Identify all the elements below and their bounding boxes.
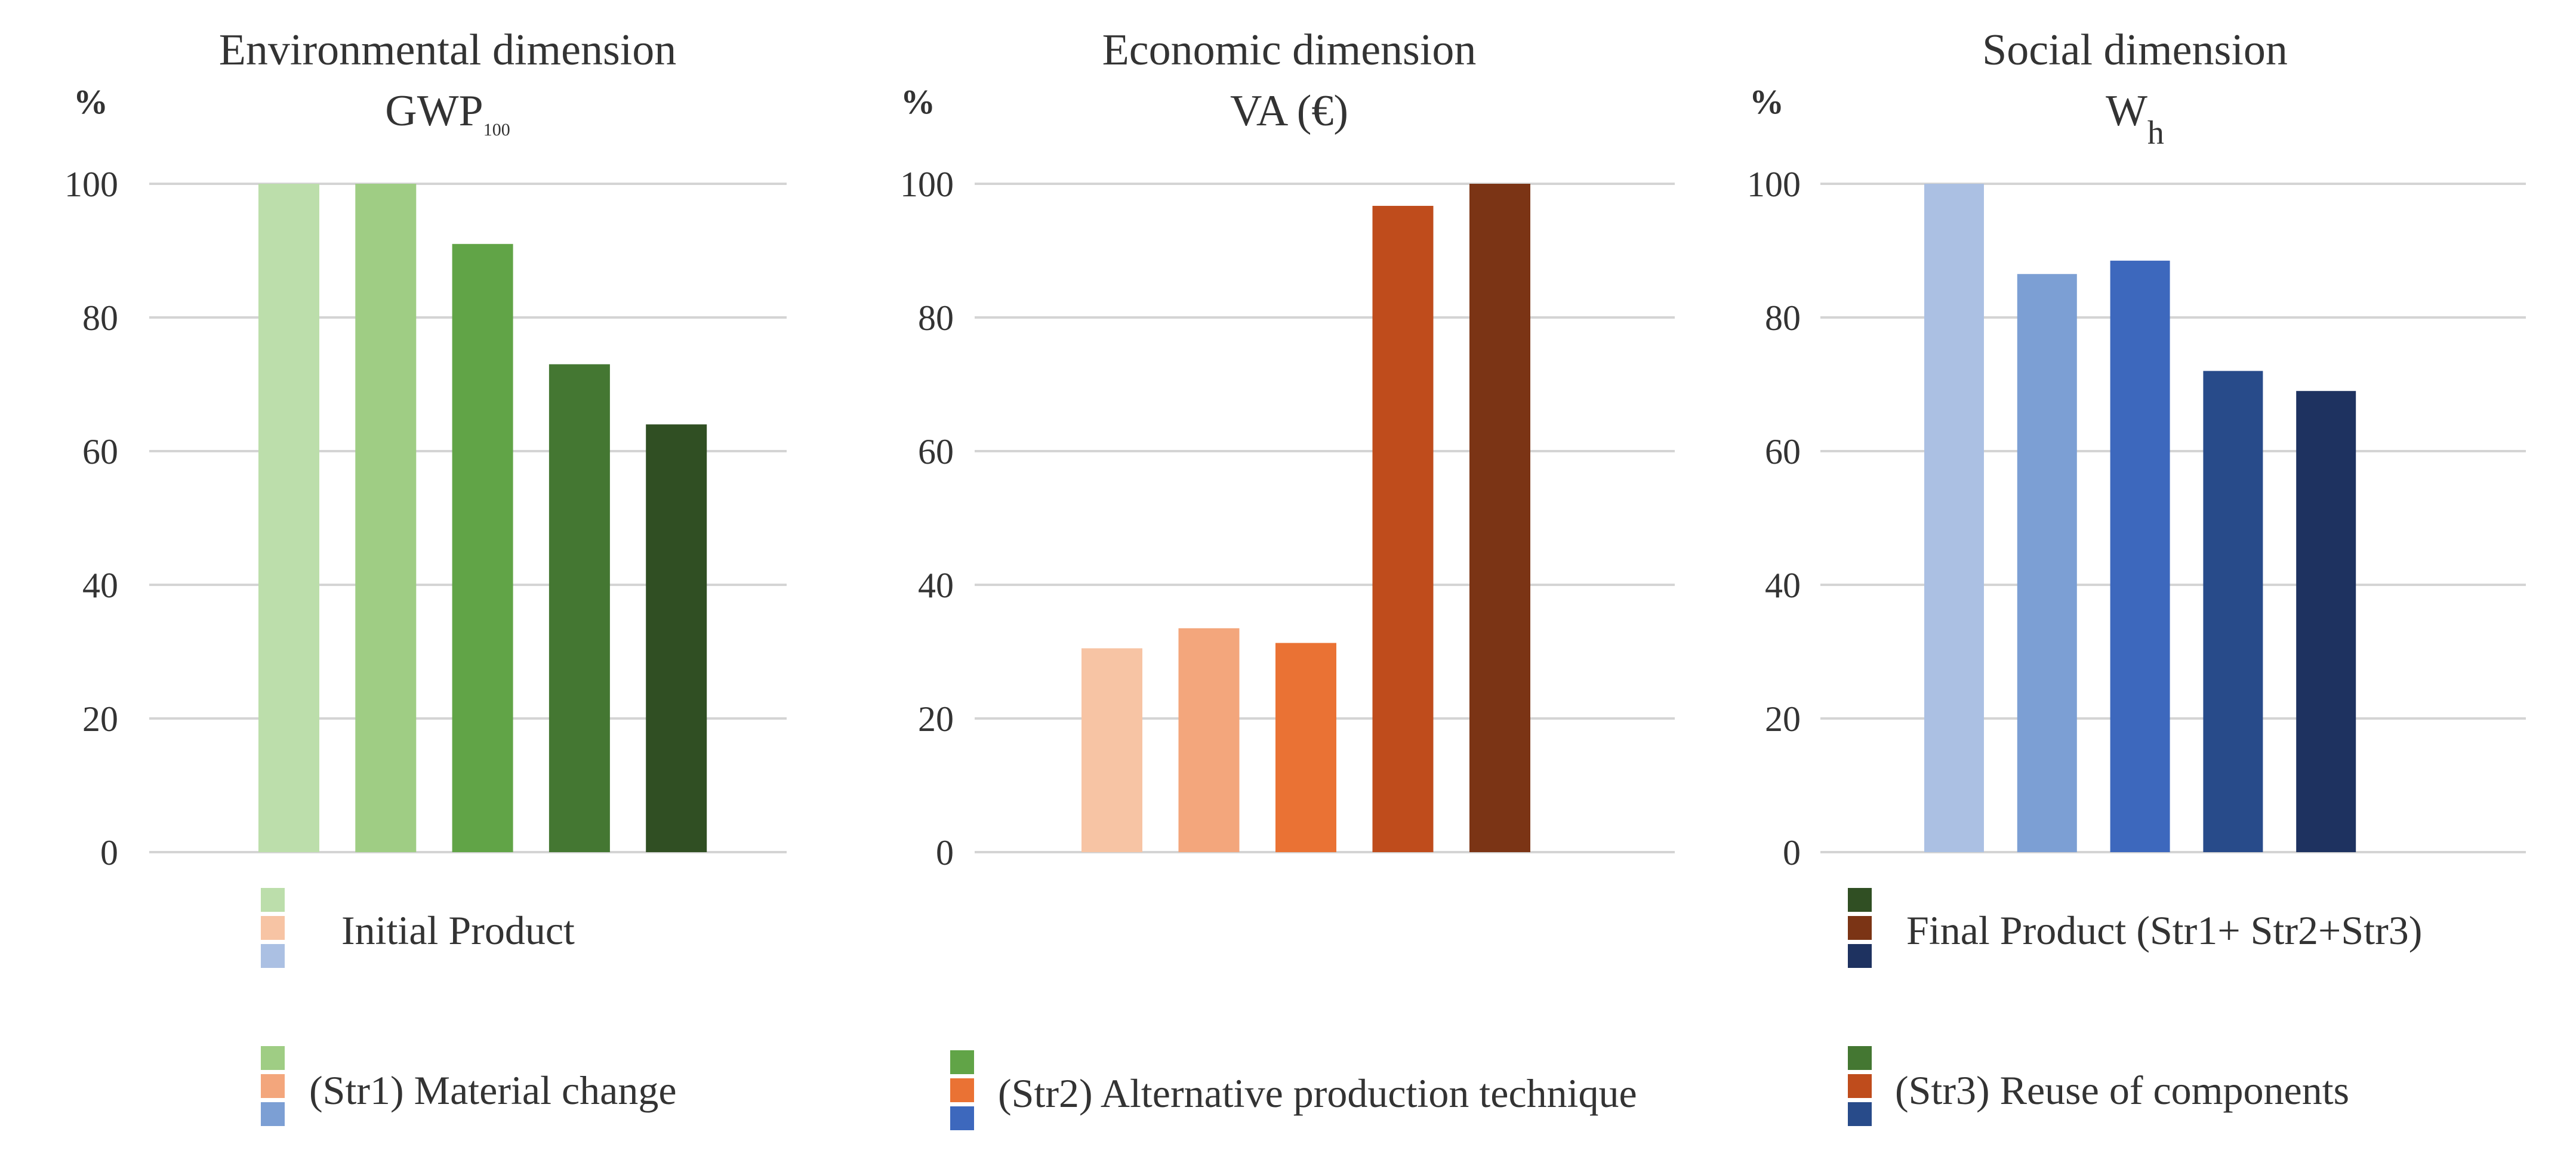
bar <box>2296 391 2356 852</box>
y-axis-unit-label: % <box>1749 82 1784 121</box>
y-tick-label: 0 <box>1783 833 1801 872</box>
y-tick-label: 20 <box>918 699 954 739</box>
chart-panel-2: Economic dimension VA (€)% 0 20 40 60 80 100 <box>900 26 1675 872</box>
chart-title: Social dimension <box>1982 26 2288 75</box>
bar <box>1178 628 1240 852</box>
legend-label: (Str3) Reuse of components <box>1895 1068 2349 1113</box>
y-tick-label: 40 <box>918 566 954 605</box>
chart-subtitle-subscript: 100 <box>483 120 510 140</box>
y-tick-label: 100 <box>64 165 118 204</box>
y-tick-label: 40 <box>82 566 118 605</box>
legend-swatch <box>1848 1046 1872 1070</box>
legend-item: Initial Product <box>261 888 575 968</box>
y-tick-label: 100 <box>1747 165 1801 204</box>
legend-item: (Str2) Alternative production technique <box>950 1050 1637 1130</box>
legend-swatch <box>1848 944 1872 968</box>
chart-subtitle-subscript: h <box>2147 115 2164 152</box>
y-tick-label: 80 <box>82 298 118 338</box>
chart-subtitle: Wh <box>2106 87 2164 152</box>
y-tick-label: 20 <box>82 699 118 739</box>
legend-swatch <box>1848 1102 1872 1126</box>
legend-swatch <box>261 916 285 940</box>
bar <box>1469 184 1530 852</box>
chart-title: Environmental dimension <box>219 26 677 75</box>
legend-item: (Str3) Reuse of components <box>1848 1046 2349 1126</box>
legend-swatch <box>261 1046 285 1070</box>
y-tick-label: 80 <box>1765 298 1801 338</box>
y-tick-label: 60 <box>1765 432 1801 471</box>
bar <box>258 184 319 852</box>
y-tick-label: 60 <box>82 432 118 471</box>
legend-item: (Str1) Material change <box>261 1046 677 1126</box>
legend-swatch <box>261 888 285 912</box>
bar <box>355 184 417 852</box>
bar <box>2110 260 2170 852</box>
y-tick-label: 0 <box>100 833 118 872</box>
y-tick-label: 100 <box>900 165 954 204</box>
legend-swatch <box>950 1078 974 1102</box>
chart-subtitle: GWP100 <box>385 87 510 140</box>
y-tick-label: 0 <box>936 833 954 872</box>
y-tick-label: 80 <box>918 298 954 338</box>
bar <box>1924 184 1984 852</box>
bar <box>1081 648 1142 852</box>
legend-swatch <box>1848 888 1872 912</box>
chart-panel-1: Environmental dimension GWP100% 0 20 40 60 80 1… <box>64 26 787 872</box>
bar <box>1275 643 1336 852</box>
y-tick-label: 60 <box>918 432 954 471</box>
legend-swatch <box>1848 916 1872 940</box>
legend-item: Final Product (Str1+ Str2+Str3) <box>1848 888 2422 968</box>
legend-label: Final Product (Str1+ Str2+Str3) <box>1906 908 2422 953</box>
bar <box>2203 371 2263 852</box>
legend-label: Initial Product <box>341 908 575 953</box>
y-axis-unit-label: % <box>901 82 935 121</box>
y-tick-label: 20 <box>1765 699 1801 739</box>
legend-swatch <box>261 1102 285 1126</box>
bar <box>2017 274 2077 852</box>
chart-subtitle: VA (€) <box>1230 87 1348 135</box>
legend-label: (Str1) Material change <box>309 1068 677 1113</box>
legend-label: (Str2) Alternative production technique <box>998 1071 1637 1116</box>
legend-swatch <box>1848 1074 1872 1098</box>
chart-title: Economic dimension <box>1102 26 1477 75</box>
y-axis-unit-label: % <box>73 82 108 121</box>
legend-swatch <box>950 1050 974 1074</box>
bar <box>1372 205 1434 853</box>
bar <box>646 424 707 852</box>
y-tick-label: 40 <box>1765 566 1801 605</box>
legend: Initial Product (Str1) Material change (St… <box>261 888 2422 1130</box>
legend-swatch <box>261 1074 285 1098</box>
legend-swatch <box>950 1106 974 1130</box>
bar <box>549 364 610 852</box>
legend-swatch <box>261 944 285 968</box>
chart-panel-3: Social dimension Wh% 0 20 40 60 80 100 <box>1747 26 2526 872</box>
bar <box>452 243 513 852</box>
